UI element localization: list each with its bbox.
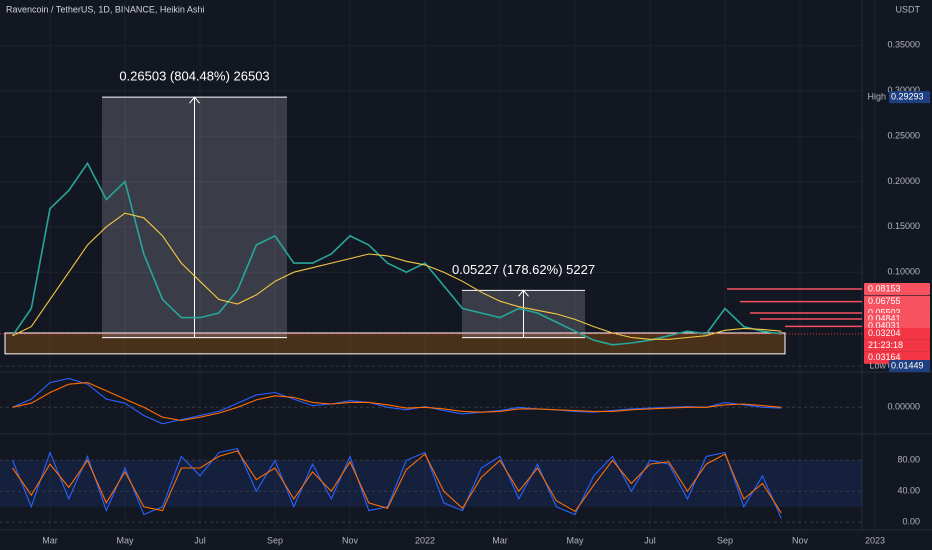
countdown-bg (864, 339, 930, 352)
x-tick-label: Jul (194, 535, 206, 545)
x-tick-label: Nov (792, 535, 809, 545)
level-label-bg (864, 295, 930, 308)
series-line (12, 382, 782, 422)
symbol-title: Ravencoin / TetherUS, 1D, BINANCE, Heiki… (6, 4, 204, 14)
y-tick-label: 0.25000 (887, 130, 920, 140)
y-tick-label: 0.00000 (887, 402, 920, 412)
y-tick-label: 0.20000 (887, 176, 920, 186)
previous-price: 0.03164 (868, 352, 901, 362)
y-tick-label: 80.00 (897, 455, 920, 465)
x-tick-label: Sep (267, 535, 283, 545)
arrow-head (518, 289, 529, 297)
x-tick-label: 2022 (415, 535, 435, 545)
level-label: 0.05503 (868, 307, 901, 317)
series-line (11, 447, 782, 519)
x-tick-label: Mar (42, 535, 58, 545)
level-label: 0.04841 (868, 313, 901, 323)
high-caption: High (867, 92, 886, 102)
measure-label: 0.05227 (178.62%) 5227 (452, 262, 595, 277)
series-line (12, 212, 782, 340)
last-price-bg (864, 327, 930, 340)
level-label: 0.04031 (868, 321, 901, 331)
x-tick-label: May (566, 535, 584, 545)
countdown: 21:23:18 (868, 340, 903, 350)
level-label: 0.08153 (868, 283, 901, 293)
x-tick-label: 2023 (865, 535, 885, 545)
y-tick-label: 0.10000 (887, 267, 920, 277)
y-tick-label: 0.35000 (887, 40, 920, 50)
y-tick-label: 40.00 (897, 486, 920, 496)
x-tick-label: Mar (492, 535, 508, 545)
series-line (12, 377, 782, 425)
low-caption: Low (869, 360, 886, 370)
y-tick-label: 0.00 (902, 517, 920, 527)
currency: USDT (896, 4, 921, 14)
high-value: 0.29293 (891, 92, 924, 102)
y-tick-label: 0.15000 (887, 221, 920, 231)
last-price: 0.03204 (868, 328, 901, 338)
x-tick-label: Sep (717, 535, 733, 545)
y-tick-label: 0.30000 (887, 85, 920, 95)
arrow-head (189, 96, 200, 104)
low-value-bg (889, 360, 930, 372)
measure-label: 0.26503 (804.48%) 26503 (119, 69, 269, 84)
level-label: 0.06755 (868, 296, 901, 306)
series-line (12, 450, 782, 514)
x-tick-label: Jul (644, 535, 656, 545)
low-value: 0.01449 (891, 360, 924, 370)
high-value-bg (889, 91, 930, 104)
x-tick-label: Nov (342, 535, 359, 545)
level-label-bg (864, 282, 930, 295)
x-tick-label: May (116, 535, 134, 545)
